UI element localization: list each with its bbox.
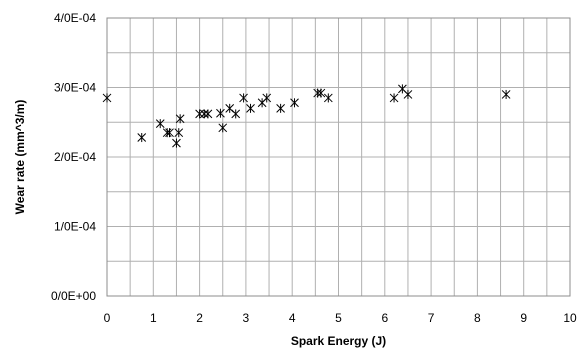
data-point (174, 128, 184, 138)
data-point (262, 93, 272, 103)
data-point (231, 109, 241, 119)
data-point (216, 108, 225, 118)
data-point (137, 133, 147, 143)
x-tick-label: 3 (243, 311, 250, 325)
data-point (239, 93, 248, 103)
y-tick-label: 1/0E-04 (54, 220, 96, 234)
data-point (172, 138, 181, 148)
y-tick-label: 2/0E-04 (54, 150, 96, 164)
y-axis-title: Wear rate (mm^3/m) (13, 100, 27, 215)
data-point (246, 103, 255, 113)
y-tick-label: 0/0E+00 (51, 289, 96, 303)
data-point (175, 114, 185, 124)
data-point (276, 103, 285, 113)
y-tick-label: 3/0E-04 (54, 81, 96, 95)
data-point (203, 109, 213, 119)
data-point (316, 88, 326, 98)
x-tick-label: 10 (563, 311, 577, 325)
data-point (155, 119, 165, 129)
plot-area-border (106, 17, 571, 297)
x-tick-label: 8 (474, 311, 481, 325)
x-axis-ticks: 0 1 2 3 4 5 6 7 8 9 10 (104, 311, 577, 325)
data-point (102, 93, 112, 103)
data-point (403, 89, 413, 99)
x-tick-label: 2 (196, 311, 203, 325)
x-tick-label: 0 (104, 311, 111, 325)
y-axis-ticks: 0/0E+00 1/0E-04 2/0E-04 3/0E-04 4/0E-04 (51, 11, 96, 303)
x-tick-label: 4 (289, 311, 296, 325)
x-tick-label: 7 (428, 311, 435, 325)
x-tick-label: 9 (520, 311, 527, 325)
data-point (290, 98, 299, 108)
x-tick-label: 1 (150, 311, 157, 325)
data-point (501, 89, 511, 99)
data-point (323, 93, 333, 103)
data-point (165, 128, 174, 138)
data-point (218, 123, 228, 133)
y-tick-label: 4/0E-04 (54, 11, 96, 25)
grid-lines (107, 18, 570, 296)
x-tick-label: 6 (381, 311, 388, 325)
data-points (102, 84, 511, 148)
x-tick-label: 5 (335, 311, 342, 325)
data-point (389, 93, 399, 103)
x-axis-title: Spark Energy (J) (291, 334, 386, 348)
